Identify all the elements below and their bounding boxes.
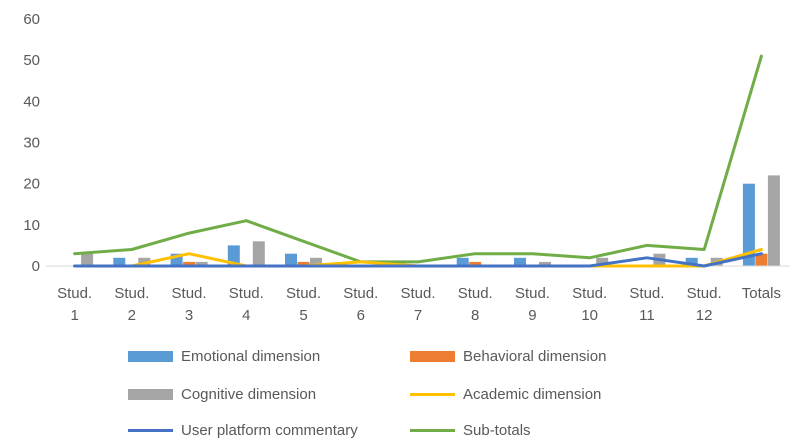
y-tick-label: 10 xyxy=(23,217,40,234)
legend-label-behavioral: Behavioral dimension xyxy=(463,347,607,365)
y-tick-label: 60 xyxy=(23,11,40,28)
bar-emotional-dimension xyxy=(456,257,469,266)
bar-behavioral-dimension xyxy=(183,261,196,266)
x-tick-label: 2 xyxy=(128,307,136,324)
legend-label-academic: Academic dimension xyxy=(463,385,602,403)
y-tick-label: 50 xyxy=(23,52,40,69)
y-tick-label: 0 xyxy=(32,258,40,275)
legend-swatch-behavioral xyxy=(410,350,455,362)
x-tick-label: 11 xyxy=(639,307,655,324)
legend-swatch-user-platform xyxy=(128,428,173,432)
legend-item-behavioral: Behavioral dimension xyxy=(410,346,606,366)
bar-behavioral-dimension xyxy=(469,261,482,266)
legend-swatch-academic xyxy=(410,392,455,396)
y-tick-label: 40 xyxy=(23,93,40,110)
y-tick-label: 30 xyxy=(23,135,40,152)
bar-behavioral-dimension xyxy=(297,261,310,266)
bar-cognitive-dimension xyxy=(195,261,208,266)
y-tick-label: 20 xyxy=(23,176,40,193)
x-tick-label: Stud. xyxy=(458,285,493,302)
x-tick-label: Stud. xyxy=(515,285,550,302)
bar-cognitive-dimension xyxy=(310,257,322,266)
x-tick-label: 12 xyxy=(696,307,713,324)
x-tick-label: Stud. xyxy=(114,285,149,302)
legend-item-cognitive: Cognitive dimension xyxy=(128,384,316,404)
legend-label-cognitive: Cognitive dimension xyxy=(181,385,317,403)
x-tick-label: 1 xyxy=(70,307,78,324)
legend-swatch-subtotals xyxy=(410,428,455,432)
bar-behavioral-dimension xyxy=(755,253,768,266)
x-tick-label: Stud. xyxy=(687,285,722,302)
x-tick-label: Stud. xyxy=(172,285,207,302)
bar-cognitive-dimension xyxy=(539,261,551,266)
chart-plot: 0 10 20 30 40 50 60 Stud. 1 Stud. 2 Stud. 3 Stud. 4 Stu… xyxy=(23,11,790,324)
line-sub-totals xyxy=(73,54,763,264)
x-tick-label: Stud. xyxy=(343,285,378,302)
legend-label-user-platform: User platform commentary xyxy=(181,421,358,439)
bar-emotional-dimension xyxy=(514,257,526,266)
x-tick-label: Stud. xyxy=(572,285,607,302)
x-tick-label: 5 xyxy=(299,307,307,324)
x-tick-label: 4 xyxy=(242,307,250,324)
bar-cognitive-dimension xyxy=(767,175,780,266)
x-tick-label: Stud. xyxy=(229,285,264,302)
bar-emotional-dimension xyxy=(285,253,297,266)
x-tick-label: 7 xyxy=(414,307,422,324)
bar-emotional-dimension xyxy=(742,183,755,266)
bar-cognitive-dimension xyxy=(252,241,265,266)
chart-legend: Emotional dimension Behavioral dimension… xyxy=(0,340,801,440)
x-tick-label: 10 xyxy=(581,307,598,324)
x-tick-label: 6 xyxy=(357,307,365,324)
bar-cognitive-dimension xyxy=(596,257,609,266)
x-tick-label: Stud. xyxy=(286,285,321,302)
x-tick-label: 8 xyxy=(471,307,479,324)
legend-label-emotional: Emotional dimension xyxy=(181,347,321,365)
x-tick-label: 9 xyxy=(528,307,536,324)
x-tick-label: Stud. xyxy=(400,285,435,302)
bar-emotional-dimension xyxy=(113,257,126,266)
legend-item-subtotals: Sub-totals xyxy=(410,420,531,440)
legend-label-subtotals: Sub-totals xyxy=(463,421,531,439)
x-tick-label: Stud. xyxy=(629,285,664,302)
x-tick-label: Stud. xyxy=(57,285,92,302)
bar-cognitive-dimension xyxy=(81,253,94,266)
bar-emotional-dimension xyxy=(227,245,240,266)
x-tick-label: 3 xyxy=(185,307,193,324)
line-user-platform-commentary xyxy=(73,252,763,268)
legend-item-academic: Academic dimension xyxy=(410,384,601,404)
x-tick-label: Totals xyxy=(742,285,781,302)
legend-swatch-emotional xyxy=(128,350,173,362)
legend-swatch-cognitive xyxy=(128,388,173,400)
legend-item-user-platform: User platform commentary xyxy=(128,420,358,440)
legend-item-emotional: Emotional dimension xyxy=(128,346,320,366)
bar-emotional-dimension xyxy=(685,257,698,266)
